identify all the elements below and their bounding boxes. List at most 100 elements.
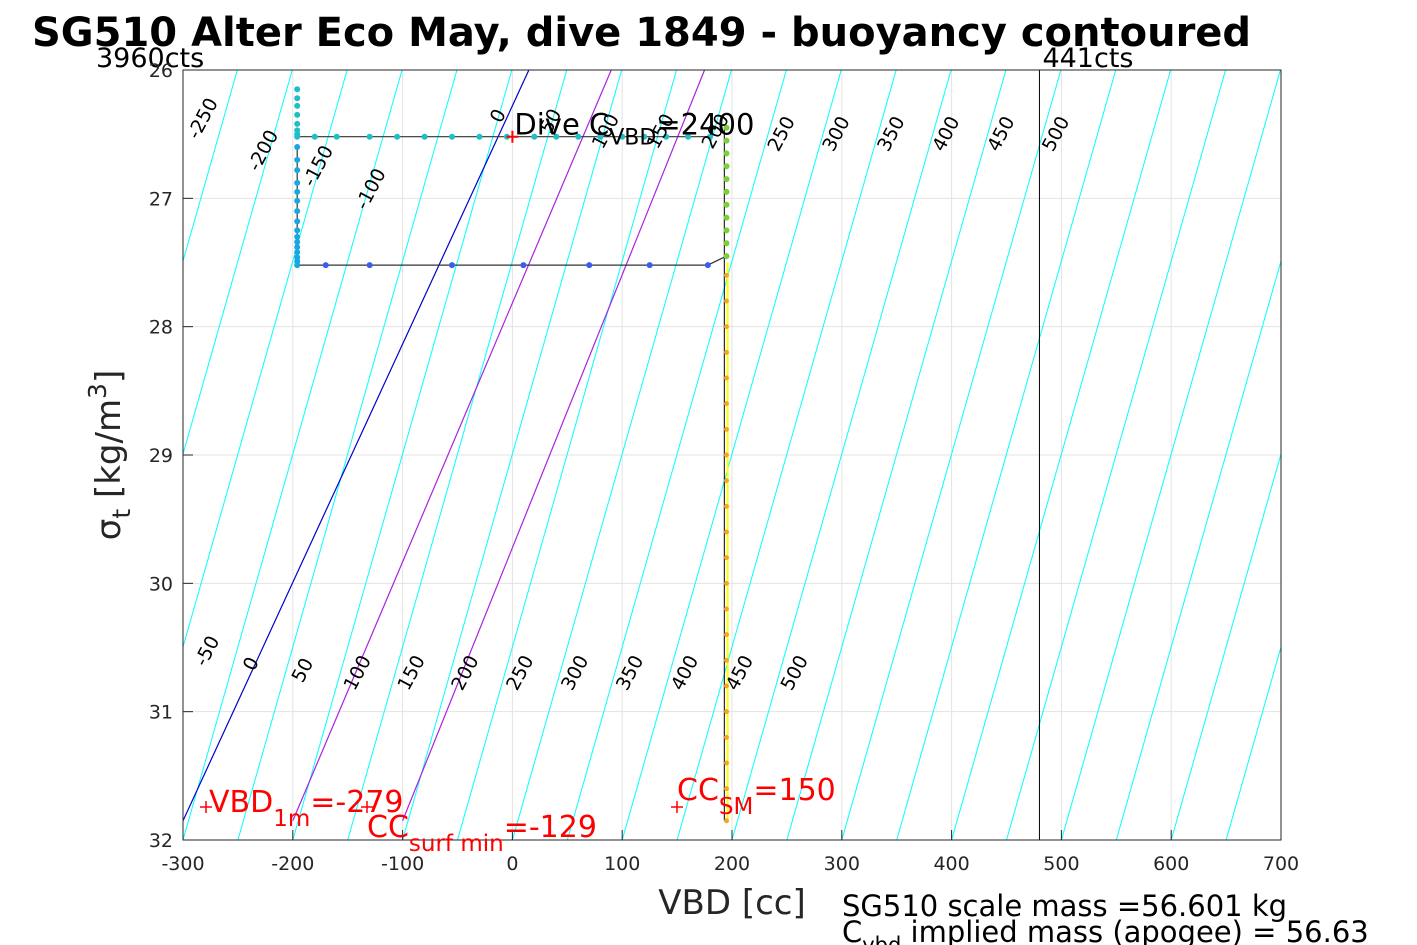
- annotation-sub: surf min: [409, 831, 504, 857]
- contour-label: 0: [239, 653, 264, 674]
- track-point: [366, 262, 373, 269]
- apogee-point: [724, 632, 730, 638]
- apogee-point: [724, 818, 730, 824]
- annotation-main: CC: [367, 810, 409, 845]
- track-point: [619, 133, 626, 140]
- apogee-point: [724, 298, 730, 304]
- y-axis-label-sub: t: [107, 509, 136, 519]
- reference-line: [292, 70, 612, 821]
- annotation-label: CCsurf min=-129: [367, 810, 597, 857]
- reference-line: [402, 70, 706, 821]
- track-point: [641, 133, 648, 140]
- track-point: [704, 262, 711, 269]
- contour-label: -250: [183, 94, 223, 142]
- contour-label: 350: [612, 652, 648, 694]
- annotation-value: =-129: [504, 810, 597, 845]
- apogee-point: [724, 709, 730, 715]
- reference-lines: [183, 70, 1040, 840]
- apogee-point: [723, 137, 730, 144]
- x-tick-label: 600: [1153, 853, 1189, 875]
- track-point: [449, 133, 456, 140]
- apogee-point: [724, 786, 730, 792]
- track-point: [294, 188, 301, 195]
- contour-label: 250: [502, 652, 538, 694]
- contour-line: [292, 70, 513, 840]
- contour-label: -150: [298, 142, 338, 190]
- footer-scale-mass: SG510 scale mass =56.601 kg: [842, 889, 1287, 923]
- track-point: [294, 227, 301, 234]
- contour-line: [237, 70, 458, 840]
- track-point: [646, 262, 653, 269]
- apogee-point: [724, 375, 730, 381]
- contour-line: [183, 70, 238, 263]
- contour-line: [786, 70, 1007, 840]
- x-tick-label: 100: [604, 853, 640, 875]
- annotation-marker: [361, 801, 373, 813]
- contour-label: 300: [557, 652, 593, 694]
- track-point: [294, 111, 301, 118]
- apogee-point: [723, 150, 730, 157]
- contour-line: [896, 70, 1117, 840]
- y-tick-label: 26: [149, 60, 173, 82]
- contour-label: -100: [351, 165, 391, 213]
- track-point: [294, 179, 301, 186]
- contour-label: -200: [244, 126, 284, 174]
- annotation-sub: 1m: [273, 806, 310, 832]
- x-axis-label: VBD [cc]: [658, 883, 806, 923]
- y-tick-label: 30: [149, 573, 173, 595]
- x-tick-label: 300: [824, 853, 860, 875]
- footer-implied-mass-main: C: [842, 915, 862, 945]
- y-axis-label-symbol: σ: [89, 519, 129, 541]
- axis-ticks: -300 -200 -100 0 100 200 300 400 500 600 700262728…: [149, 60, 1299, 875]
- contour-line: [1280, 838, 1281, 840]
- contour-line: [676, 70, 897, 840]
- apogee-point: [724, 452, 730, 458]
- contour-label: 350: [873, 113, 909, 155]
- annotation-marker: [671, 801, 683, 813]
- track-point: [294, 208, 301, 215]
- track-point: [685, 133, 692, 140]
- contour-label: 450: [983, 113, 1019, 155]
- apogee-point: [724, 426, 730, 432]
- track-point: [520, 262, 527, 269]
- contour-line: [402, 70, 623, 840]
- contour-line: [347, 70, 568, 840]
- track-point: [294, 218, 301, 225]
- dive-cc-sub: VBD: [609, 126, 656, 151]
- dive-cc-main: Dive C: [514, 108, 609, 142]
- apogee-point: [723, 188, 730, 195]
- x-tick-label: 200: [714, 853, 750, 875]
- contour-label: 0: [486, 105, 511, 126]
- apogee-point: [724, 401, 730, 407]
- buoyancy-contours: [183, 70, 1417, 840]
- y-axis-label-sup: 3: [83, 383, 112, 399]
- contour-label: 400: [928, 113, 964, 155]
- contour-line: [183, 70, 293, 456]
- contour-line: [183, 70, 348, 649]
- contour-line: [183, 70, 403, 840]
- track-point: [394, 133, 401, 140]
- y-tick-label: 31: [149, 702, 173, 724]
- track-point: [366, 133, 373, 140]
- contour-label: 150: [393, 652, 429, 694]
- contour-line: [1006, 70, 1227, 840]
- track-point: [586, 262, 593, 269]
- track-point: [294, 156, 301, 163]
- contour-line: [1391, 70, 1417, 840]
- y-tick-label: 32: [149, 830, 173, 852]
- track-point: [294, 233, 301, 240]
- contour-line: [841, 70, 1062, 840]
- vertical-marker-label: 3960cts: [96, 43, 204, 74]
- track-point: [322, 262, 329, 269]
- x-tick-label: 500: [1043, 853, 1079, 875]
- track-point: [333, 133, 340, 140]
- apogee-point: [724, 580, 730, 586]
- track-point: [294, 102, 301, 109]
- contour-line: [1060, 70, 1281, 840]
- vertical-marker-label: 441cts: [1042, 43, 1133, 74]
- track-point: [294, 95, 301, 102]
- contour-label: 50: [287, 655, 318, 687]
- apogee-point: [724, 503, 730, 509]
- y-tick-label: 28: [149, 317, 173, 339]
